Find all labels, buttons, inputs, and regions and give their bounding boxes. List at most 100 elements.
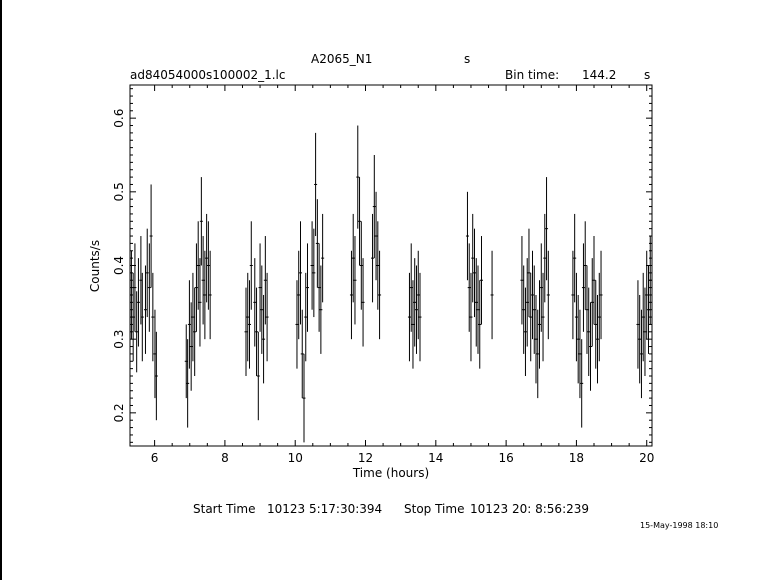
data-point: [302, 353, 306, 443]
data-point: [532, 265, 536, 354]
data-point: [315, 199, 319, 288]
data-point: [199, 177, 203, 266]
timestamp: 15-May-1998 18:10: [640, 521, 719, 530]
data-point: [474, 258, 478, 347]
data-point: [300, 309, 304, 399]
data-point: [639, 309, 643, 399]
data-point: [523, 287, 527, 377]
data-points: [129, 125, 652, 443]
data-point: [201, 236, 205, 325]
x-tick-label: 12: [358, 451, 373, 465]
data-point: [478, 280, 482, 369]
stop-time-label: Stop Time: [404, 502, 465, 516]
data-point: [529, 272, 533, 362]
data-point: [191, 272, 195, 362]
data-point: [585, 265, 589, 354]
data-point: [576, 294, 580, 384]
data-point: [574, 272, 578, 362]
data-point: [372, 154, 376, 259]
data-point: [133, 243, 137, 332]
data-point: [203, 250, 207, 340]
data-point: [583, 221, 587, 310]
data-point: [592, 236, 596, 325]
data-point: [490, 250, 494, 340]
file-name: ad84054000s100002_1.lc: [130, 68, 286, 82]
y-tick-label: 0.2: [112, 403, 126, 422]
start-time-value: 10123 5:17:30:394: [267, 502, 383, 516]
y-tick-label: 0.4: [112, 256, 126, 275]
x-tick-label: 10: [288, 451, 303, 465]
data-point: [465, 191, 469, 281]
x-tick-label: 8: [221, 451, 229, 465]
data-point: [135, 291, 139, 373]
x-tick-label: 14: [428, 451, 443, 465]
data-point: [580, 339, 584, 428]
x-tick-label: 16: [498, 451, 513, 465]
data-point: [596, 294, 600, 384]
data-point: [349, 250, 353, 340]
data-point: [522, 265, 526, 354]
data-point: [538, 280, 542, 369]
data-point: [476, 265, 480, 354]
data-point: [480, 236, 484, 325]
y-tick-label: 0.3: [112, 330, 126, 349]
data-point: [356, 125, 360, 229]
data-point: [151, 272, 155, 362]
data-point: [378, 250, 382, 340]
data-point: [376, 221, 380, 310]
data-point: [154, 331, 158, 421]
data-point: [358, 177, 362, 266]
data-point: [304, 272, 308, 362]
data-point: [186, 339, 190, 428]
x-tick-label: 18: [569, 451, 584, 465]
data-point: [520, 236, 524, 325]
data-point: [258, 243, 262, 332]
data-point: [262, 294, 266, 384]
data-point: [530, 250, 534, 340]
data-point: [469, 272, 473, 362]
data-point: [541, 272, 545, 362]
data-point: [525, 258, 529, 347]
data-point: [351, 213, 355, 303]
data-point: [571, 250, 575, 340]
data-point: [353, 236, 357, 325]
data-point: [198, 258, 202, 347]
bin-time-value: 144.2: [582, 68, 617, 82]
bin-time-label: Bin time:: [505, 68, 560, 82]
data-point: [317, 243, 321, 332]
data-point: [205, 213, 209, 303]
data-point: [645, 250, 649, 340]
data-point: [413, 258, 417, 347]
data-point: [265, 272, 269, 362]
data-point: [536, 309, 540, 399]
data-point: [256, 331, 260, 421]
data-point: [136, 258, 140, 347]
x-tick-label: 20: [639, 451, 654, 465]
data-point: [534, 294, 538, 384]
data-point: [147, 243, 151, 332]
data-point: [187, 280, 191, 369]
data-point: [193, 287, 197, 377]
data-point: [539, 243, 543, 332]
bin-time-unit: s: [644, 68, 651, 82]
data-point: [638, 294, 642, 384]
data-point: [641, 272, 645, 362]
source-unit: s: [464, 52, 471, 66]
source-name: A2065_N1: [311, 52, 373, 66]
x-tick-label: 6: [151, 451, 159, 465]
data-point: [249, 221, 253, 310]
data-point: [255, 287, 259, 377]
data-point: [545, 177, 549, 281]
data-point: [543, 213, 547, 303]
data-point: [643, 287, 647, 377]
stop-time-value: 10123 20: 8:56:239: [470, 502, 590, 516]
data-point: [588, 302, 592, 391]
data-point: [263, 236, 267, 325]
data-point: [321, 213, 325, 303]
start-time-label: Start Time: [193, 502, 256, 516]
y-axis-label: Counts/s: [88, 240, 102, 292]
data-point: [140, 272, 144, 362]
x-axis-label: Time (hours): [352, 466, 429, 480]
data-point: [189, 302, 193, 391]
